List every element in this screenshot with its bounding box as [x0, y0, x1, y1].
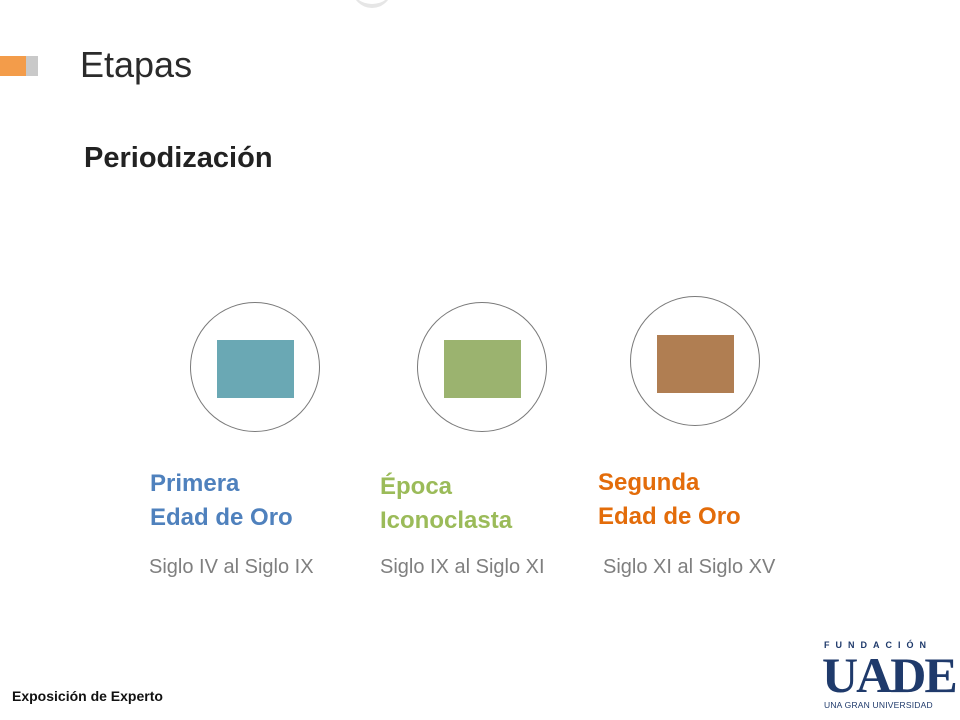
stage-period: Siglo IX al Siglo XI	[380, 556, 545, 578]
stage-name: Época Iconoclasta	[380, 470, 590, 538]
stage-period: Siglo XI al Siglo XV	[603, 556, 776, 578]
decorative-arc	[352, 0, 392, 8]
stage-period: Siglo IV al Siglo IX	[149, 556, 314, 578]
slide-title: Etapas	[80, 44, 193, 85]
stage-circle	[190, 302, 320, 432]
logo-tagline: UNA GRAN UNIVERSIDAD	[824, 700, 933, 710]
stage-color-square	[657, 335, 734, 393]
stage-color-square	[444, 340, 521, 398]
footer-label: Exposición de Experto	[12, 688, 163, 704]
logo-uade-text: UADE	[822, 647, 958, 703]
stage-color-square	[217, 340, 294, 398]
stage-name: Segunda Edad de Oro	[598, 466, 808, 534]
stage-name-line1: Primera	[150, 470, 240, 497]
accent-gray-block	[26, 56, 38, 76]
stage-name-line1: Segunda	[598, 469, 700, 496]
accent-orange-block	[0, 56, 26, 76]
stage-name-line2: Iconoclasta	[380, 507, 513, 534]
stage-name-line2: Edad de Oro	[150, 504, 293, 531]
slide-subtitle: Periodización	[84, 142, 273, 174]
stage-circle	[630, 296, 760, 426]
stage-name-line1: Época	[380, 473, 453, 500]
logo-fundacion-text: FUNDACIÓN	[824, 640, 932, 650]
stage-circle	[417, 302, 547, 432]
stage-name: Primera Edad de Oro	[150, 467, 360, 535]
stage-name-line2: Edad de Oro	[598, 503, 741, 530]
uade-logo: FUNDACIÓN UADE UNA GRAN UNIVERSIDAD	[820, 640, 958, 716]
